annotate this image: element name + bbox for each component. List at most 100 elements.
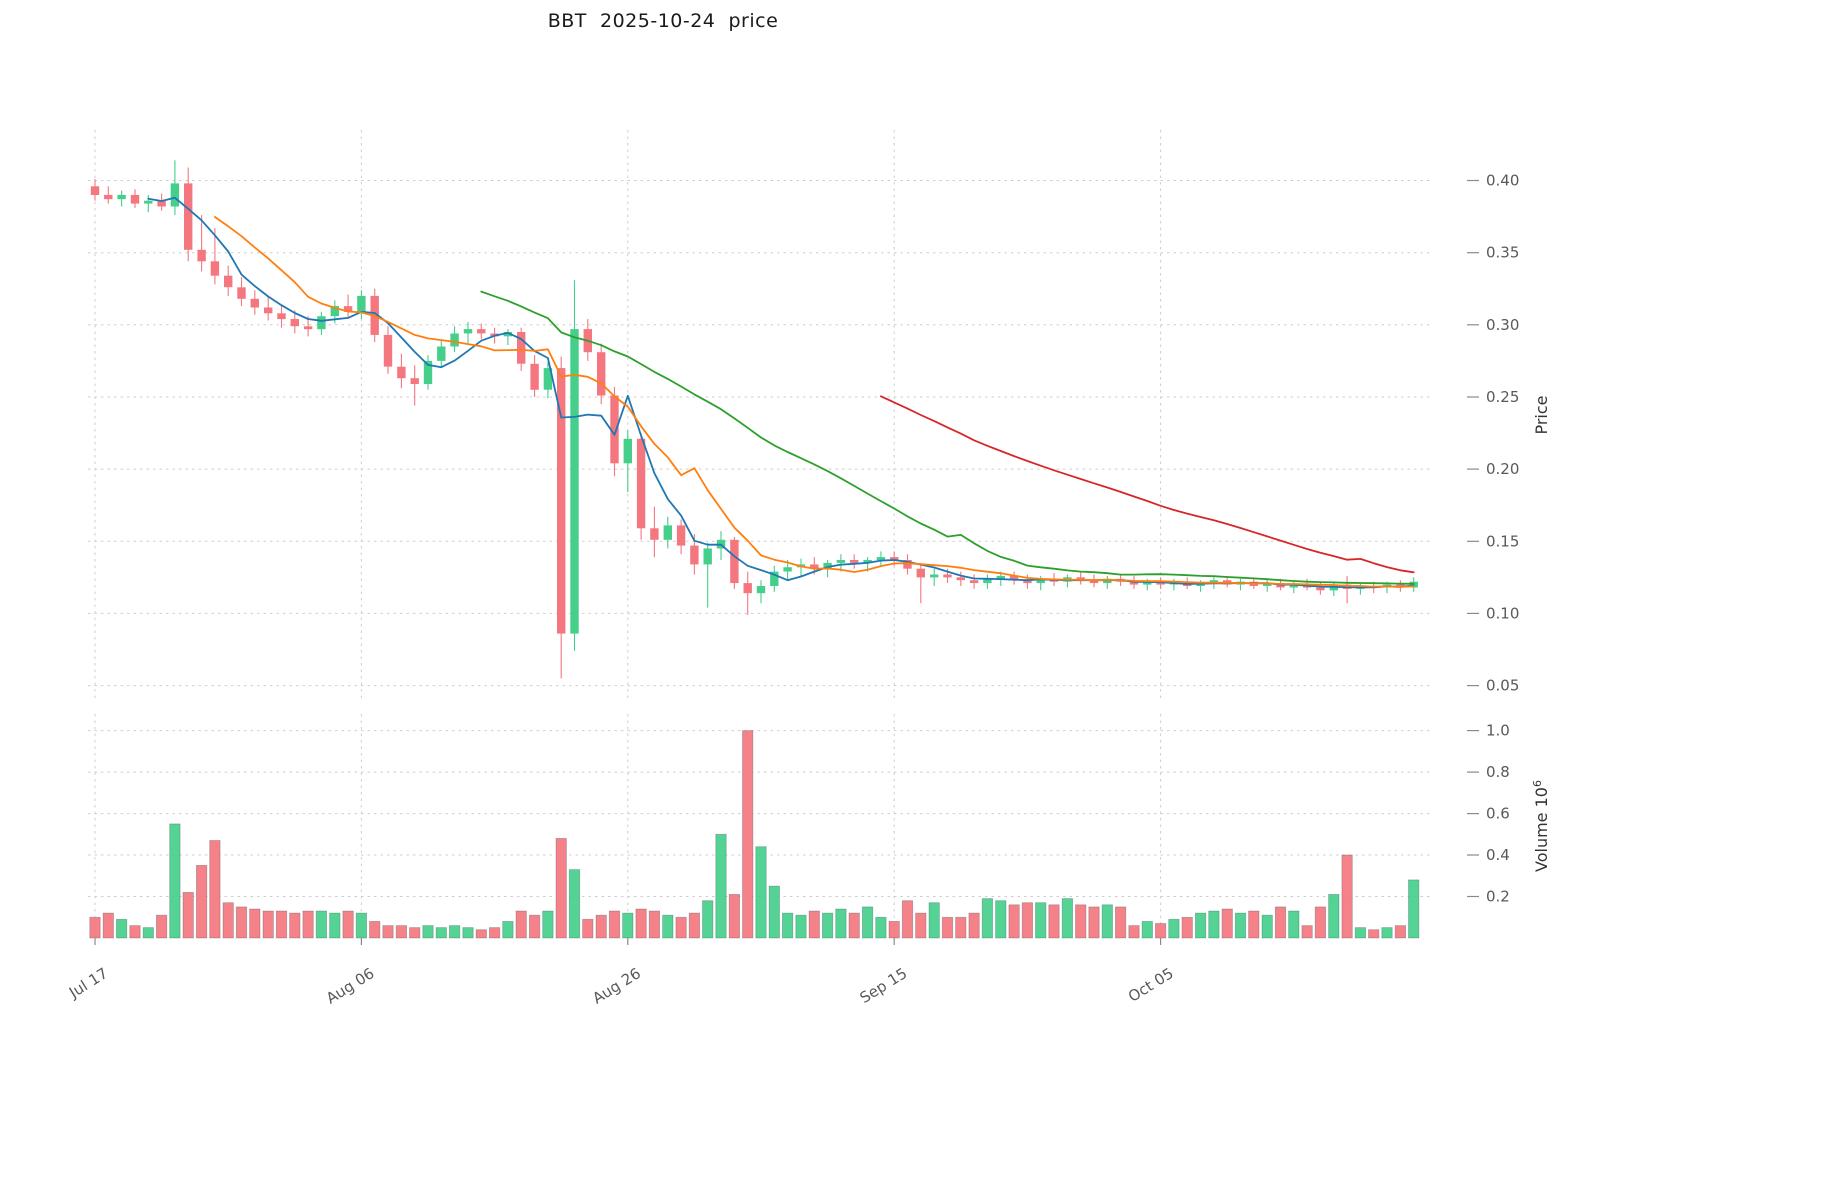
volume-bar [1181,916,1193,939]
candle-body [890,557,899,560]
volume-bar [782,912,794,939]
volume-bar [915,912,927,939]
candle-body [1316,587,1325,591]
candle-body [517,332,526,364]
volume-bar [235,906,248,939]
volume-bar [369,921,381,939]
volume-axis-title: Volume 106 [1531,780,1551,872]
volume-bar [1115,906,1127,939]
volume-bar [702,900,714,939]
ma-line-30 [480,290,1415,585]
volume-bar [715,833,727,939]
volume-bar [89,916,101,939]
candle-body [477,329,486,334]
candle-body [756,586,766,594]
candle-body [610,395,619,464]
volume-bar [102,912,114,939]
candle-body [823,562,832,569]
volume-bar [155,914,168,939]
candle-body [530,363,539,390]
volume-bar [1368,929,1380,939]
candle-body [597,352,606,396]
volume-bar [568,869,581,939]
candle-body [290,319,299,327]
volume-bar [808,910,820,939]
candle-body [650,528,659,540]
volume-bar [1314,906,1326,939]
volume-bar [142,927,154,939]
candle-body [90,186,100,195]
volume-bar [275,910,288,939]
candle-body [224,275,233,288]
ma-line-5 [147,196,1415,589]
volume-bar [662,914,674,939]
candle-body [197,249,206,262]
x-tick-label: Oct 05 [1125,964,1177,1006]
candle-body [1209,580,1219,584]
candle-body [930,574,939,578]
volume-bar [209,840,221,939]
volume-bar [1274,906,1287,939]
candle-body [1076,577,1085,581]
candle-body [543,368,553,390]
volume-bar [395,925,408,939]
candles [90,160,1418,679]
volume-bar [608,910,621,939]
candle-body [450,333,459,347]
candle-body [317,316,326,330]
candle-body [157,200,166,207]
x-tick-label: Aug 26 [589,964,644,1007]
ma-line-60 [880,395,1415,574]
candle-body [144,200,153,204]
price-tick-label: 0.15 [1486,532,1519,550]
volume-bar [1141,921,1153,939]
candle-body [210,261,220,276]
volume-bar [995,900,1007,939]
volume-bar [1048,904,1060,939]
candle-body [636,438,646,529]
volume-bar [116,918,128,939]
volume-bar [755,846,767,939]
candle-body [956,577,965,581]
candle-body [330,306,339,317]
volume-bar [1381,927,1393,939]
volume-tick-label: 0.2 [1486,888,1510,906]
volume-bar [1408,879,1420,939]
price-tick-label: 0.25 [1486,388,1519,406]
price-tick-label: 0.30 [1486,316,1519,334]
volume-bar [648,910,661,939]
volume-bar [1021,902,1034,939]
candle-body [623,438,632,464]
candle-body [184,183,193,250]
candle-body [876,557,886,560]
volume-bar [1234,912,1247,939]
volume-bar [249,908,261,939]
candle-body [836,560,846,563]
candle-body [104,194,113,200]
volume-bar [422,925,434,939]
volume-bar [742,730,754,939]
candle-body [810,564,819,569]
candle-body [850,560,859,563]
price-axis-title: Price [1532,395,1551,434]
volume-bar [888,921,900,939]
volume-bar [1288,910,1300,939]
volume-bar [728,894,741,939]
volume-bar [1354,927,1366,939]
candle-body [1009,575,1019,581]
volume-bar [1341,854,1353,939]
volume-bar [382,925,394,939]
candle-body [1289,584,1298,588]
axis-tick-marks [94,179,1479,945]
candle-body [903,560,912,569]
candle-body [503,332,513,337]
volume-bar [595,914,607,939]
x-tick-label: Aug 06 [323,964,378,1007]
volume-bar [1301,925,1313,939]
volume-bar [515,910,527,939]
volume-bar [862,906,874,939]
volume-bar [795,914,807,939]
candle-body [1089,580,1099,584]
volume-bar [688,912,701,939]
